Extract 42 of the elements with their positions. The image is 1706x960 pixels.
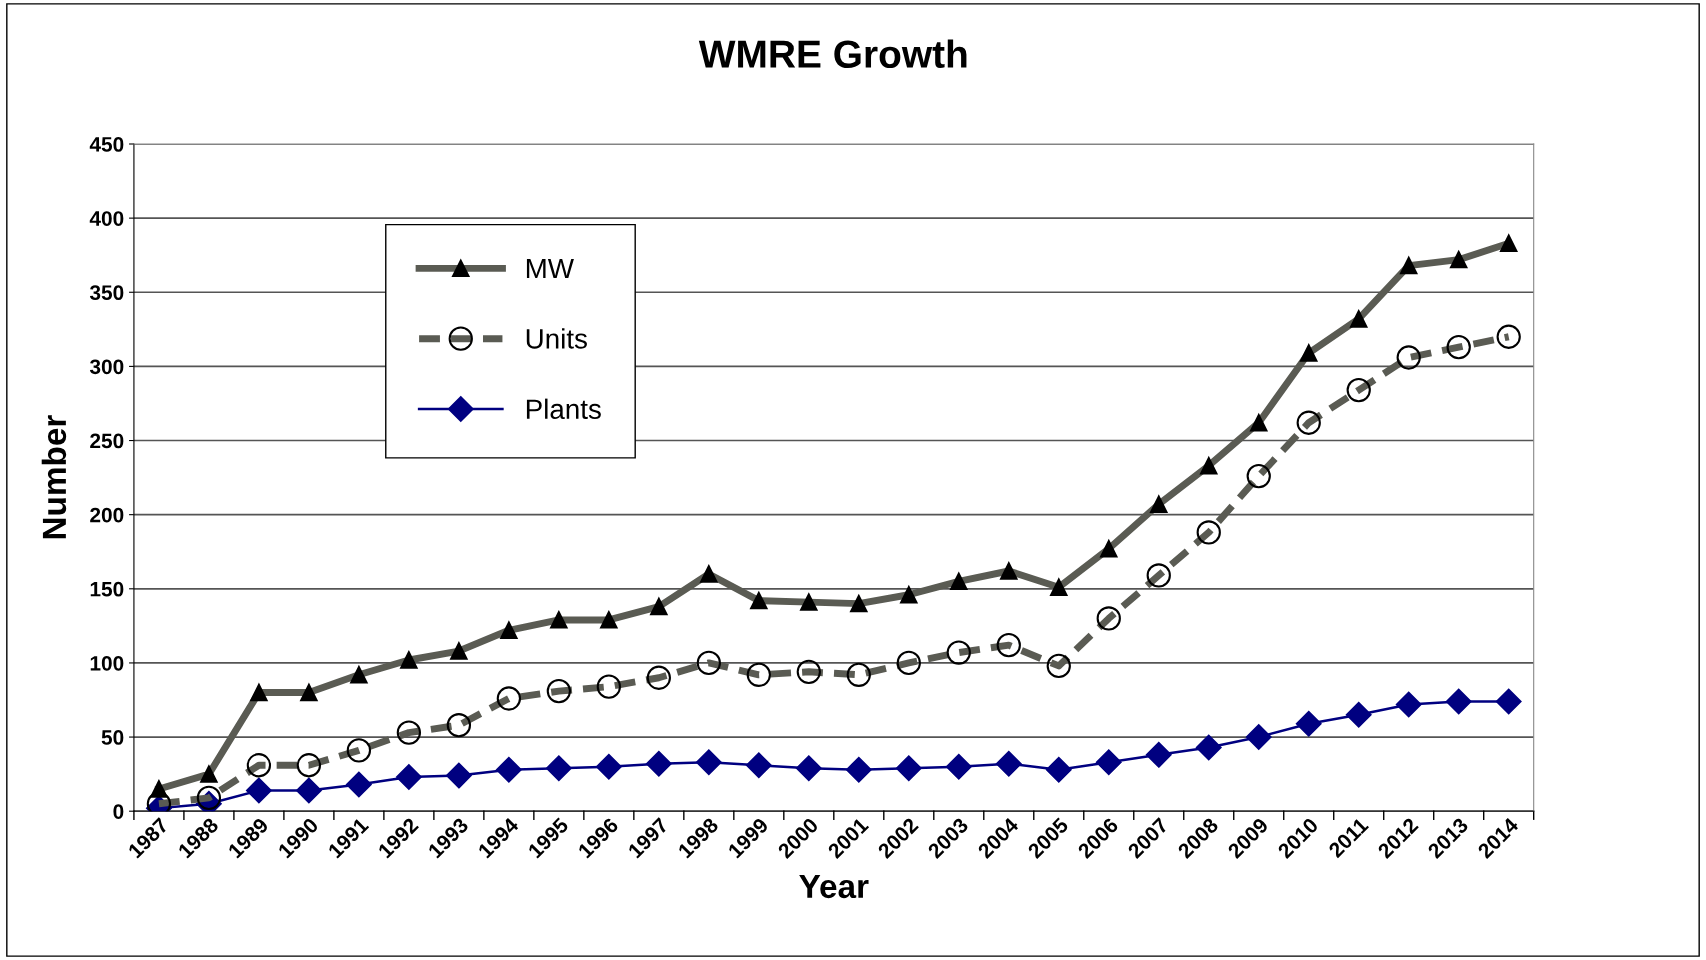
legend-label: Units — [526, 328, 587, 349]
point — [1445, 688, 1472, 715]
point — [945, 753, 972, 780]
point — [396, 764, 422, 790]
point — [995, 750, 1022, 777]
point — [1195, 734, 1222, 761]
y-axis-title: Number — [41, 415, 67, 539]
point — [845, 756, 872, 783]
point — [696, 749, 722, 776]
y-tick-label: 150 — [90, 581, 124, 597]
x-axis-title: Year — [799, 874, 869, 899]
legend-label: Plants — [526, 398, 601, 420]
point — [1295, 710, 1322, 737]
y-tick-label: 400 — [89, 211, 124, 226]
point — [895, 755, 922, 782]
y-tick-label: 0 — [113, 804, 124, 819]
point — [745, 752, 772, 779]
point — [596, 753, 622, 780]
point — [1495, 688, 1522, 715]
point — [246, 777, 272, 804]
point — [795, 755, 822, 782]
point — [446, 762, 472, 789]
point — [1395, 691, 1422, 718]
point — [1095, 749, 1122, 776]
legend-label: MW — [526, 258, 574, 279]
point — [346, 771, 372, 798]
point — [1245, 724, 1272, 750]
y-tick-label: 200 — [90, 507, 124, 523]
point — [1345, 702, 1372, 728]
y-tick-label: 100 — [90, 655, 124, 671]
y-tick-label: 250 — [90, 433, 124, 449]
point — [546, 755, 572, 782]
y-tick-label: 450 — [89, 137, 124, 152]
y-tick-label: 300 — [89, 359, 124, 375]
y-tick-label: 50 — [101, 730, 124, 745]
point — [646, 750, 672, 777]
point — [1145, 742, 1172, 768]
chart-title: WMRE Growth — [698, 39, 967, 68]
point — [496, 756, 522, 783]
y-tick-label: 350 — [89, 285, 124, 301]
point — [296, 777, 322, 804]
point — [1045, 756, 1072, 783]
